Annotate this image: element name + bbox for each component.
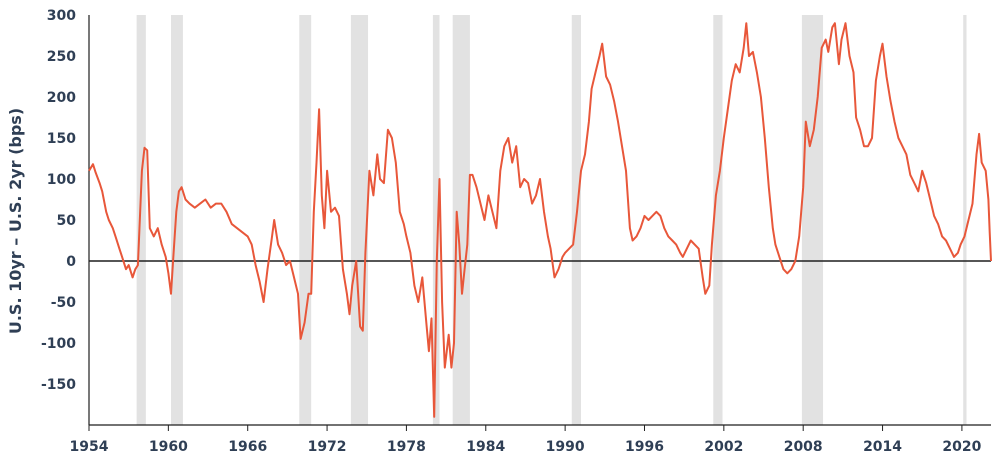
y-tick-label: 300 [47,8,76,24]
recession-bands [136,15,967,425]
recession-band-2 [171,15,183,425]
y-tick-label: 0 [66,254,76,270]
x-tick-label: 2014 [863,439,902,455]
recession-band-3 [299,15,312,425]
x-tick-label: 1984 [466,439,505,455]
x-tick-label: 1972 [308,439,347,455]
x-tick-label: 2020 [942,439,981,455]
y-tick-label: 50 [57,213,77,229]
x-tick-label: 1966 [228,439,267,455]
y-tick-label: -150 [41,377,76,393]
y-tick-label: 100 [47,172,76,188]
recession-band-6 [452,15,470,425]
y-tick-label: -100 [41,336,76,352]
recession-band-9 [801,15,824,425]
x-axis: 1954 1960 1966 1972 1978 1984 1990 1996 2002 2008… [70,424,991,455]
x-tick-label: 1954 [70,439,109,455]
x-tick-label: 1996 [625,439,664,455]
x-tick-label: 2008 [784,439,823,455]
recession-band-1 [136,15,146,425]
y-tick-label: 200 [47,90,76,106]
x-tick-label: 1978 [387,439,426,455]
x-tick-label: 2002 [704,439,743,455]
recession-band-10 [963,15,967,425]
y-tick-label: 250 [47,49,76,65]
y-axis: 300 250 200 150 100 50 0 -50 -100 -150 [41,8,90,425]
recession-band-8 [713,15,723,425]
recession-band-4 [350,15,369,425]
y-tick-label: 150 [47,131,76,147]
recession-band-5 [432,15,440,425]
series-line [88,22,992,418]
y-tick-label: -50 [51,295,77,311]
x-tick-label: 1960 [149,439,188,455]
x-tick-label: 1990 [546,439,585,455]
y-axis-label: U.S. 10yr – U.S. 2yr (bps) [6,108,25,334]
